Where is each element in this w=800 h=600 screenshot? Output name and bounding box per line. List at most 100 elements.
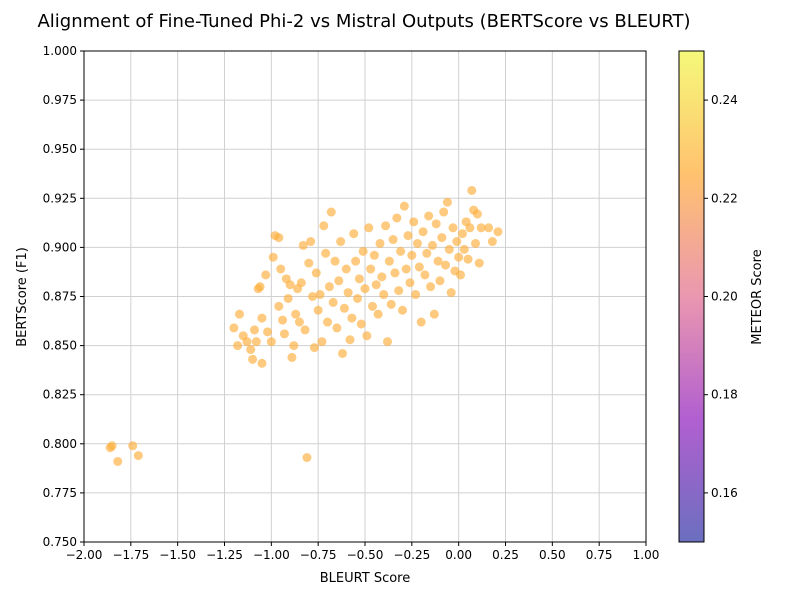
scatter-point <box>459 244 469 254</box>
colorbar-tick-label: 0.24 <box>711 93 738 107</box>
scatter-point <box>229 323 239 333</box>
scatter-point <box>324 282 334 292</box>
scatter-point <box>113 456 123 466</box>
scatter-point <box>375 238 385 248</box>
scatter-point <box>435 276 445 286</box>
chart-title: Alignment of Fine-Tuned Phi-2 vs Mistral… <box>37 11 691 32</box>
scatter-point <box>356 319 366 329</box>
scatter-point <box>399 201 409 211</box>
scatter-point <box>309 343 319 353</box>
scatter-point <box>364 223 374 233</box>
scatter-point <box>405 278 415 288</box>
scatter-point <box>354 274 364 284</box>
scatter-point <box>362 331 372 341</box>
scatter-point <box>311 268 321 278</box>
scatter-point <box>441 260 451 270</box>
scatter-point <box>426 282 436 292</box>
scatter-point <box>396 246 406 256</box>
scatter-point <box>474 258 484 268</box>
scatter-point <box>442 197 452 207</box>
x-tick-label: −2.00 <box>66 548 103 562</box>
scatter-point <box>384 256 394 266</box>
scatter-point <box>296 278 306 288</box>
scatter-point <box>456 270 466 280</box>
scatter-point <box>401 264 411 274</box>
y-tick-label: 0.775 <box>43 486 77 500</box>
scatter-point <box>255 282 265 292</box>
scatter-point <box>261 270 271 280</box>
scatter-point <box>397 305 407 315</box>
scatter-point <box>457 229 467 239</box>
scatter-point <box>332 323 342 333</box>
y-tick-label: 1.000 <box>43 44 77 58</box>
scatter-point <box>319 221 329 231</box>
scatter-point <box>291 309 301 319</box>
scatter-point <box>476 223 486 233</box>
colorbar-ticks: 0.16 0.18 0.20 0.22 0.24 <box>704 93 738 500</box>
scatter-point <box>420 270 430 280</box>
scatter-point <box>487 237 497 247</box>
x-axis-label: BLEURT Score <box>320 571 410 586</box>
scatter-point <box>422 248 432 258</box>
scatter-point <box>452 237 462 247</box>
scatter-point <box>248 354 258 364</box>
y-tick-label: 0.875 <box>43 290 77 304</box>
scatter-point <box>403 231 413 241</box>
scatter-point <box>341 264 351 274</box>
scatter-point <box>343 288 353 298</box>
scatter-point <box>274 233 284 243</box>
scatter-point <box>446 288 456 298</box>
scatter-point <box>279 329 289 339</box>
scatter-point <box>287 352 297 362</box>
scatter-point <box>242 337 252 347</box>
scatter-point <box>285 280 295 290</box>
colorbar-tick-label: 0.20 <box>711 290 738 304</box>
colorbar-label: METEOR Score <box>750 249 765 344</box>
scatter-point <box>349 229 359 239</box>
y-tick-label: 0.950 <box>43 142 77 156</box>
scatter-point <box>416 317 426 327</box>
scatter-point <box>330 256 340 266</box>
scatter-point <box>298 240 308 250</box>
x-tick-label: 0.75 <box>586 548 613 562</box>
y-tick-label: 0.975 <box>43 93 77 107</box>
x-axis-ticks: −2.00 −1.75 −1.50 −1.25 −1.00 −0.75 −0.50 −0.25… <box>66 542 659 562</box>
scatter-point <box>484 223 494 233</box>
scatter-point <box>323 317 333 327</box>
y-tick-label: 0.750 <box>43 535 77 549</box>
scatter-point <box>439 207 449 217</box>
scatter-point <box>233 341 243 351</box>
scatter-point <box>366 264 376 274</box>
scatter-point <box>369 250 379 260</box>
scatter-point <box>360 284 370 294</box>
scatter-point <box>471 238 481 248</box>
colorbar-tick-label: 0.22 <box>711 191 738 205</box>
scatter-point <box>386 299 396 309</box>
scatter-point <box>351 256 361 266</box>
grid-lines <box>83 50 647 543</box>
y-tick-label: 0.925 <box>43 191 77 205</box>
scatter-point <box>234 309 244 319</box>
scatter-point <box>246 345 256 355</box>
y-tick-label: 0.900 <box>43 240 77 254</box>
scatter-point <box>283 293 293 303</box>
scatter-point <box>431 219 441 229</box>
y-tick-label: 0.825 <box>43 388 77 402</box>
colorbar-tick-label: 0.18 <box>711 388 738 402</box>
scatter-point <box>339 303 349 313</box>
scatter-point <box>429 309 439 319</box>
scatter-point <box>334 276 344 286</box>
x-tick-label: −0.75 <box>300 548 337 562</box>
scatter-point <box>465 223 475 233</box>
scatter-point <box>328 297 338 307</box>
scatter-point <box>418 227 428 237</box>
scatter-point <box>128 441 138 451</box>
y-tick-label: 0.850 <box>43 339 77 353</box>
scatter-point <box>379 290 389 300</box>
colorbar-tick-label: 0.16 <box>711 486 738 500</box>
scatter-point <box>257 358 267 368</box>
scatter-point <box>278 315 288 325</box>
scatter-point <box>353 293 363 303</box>
